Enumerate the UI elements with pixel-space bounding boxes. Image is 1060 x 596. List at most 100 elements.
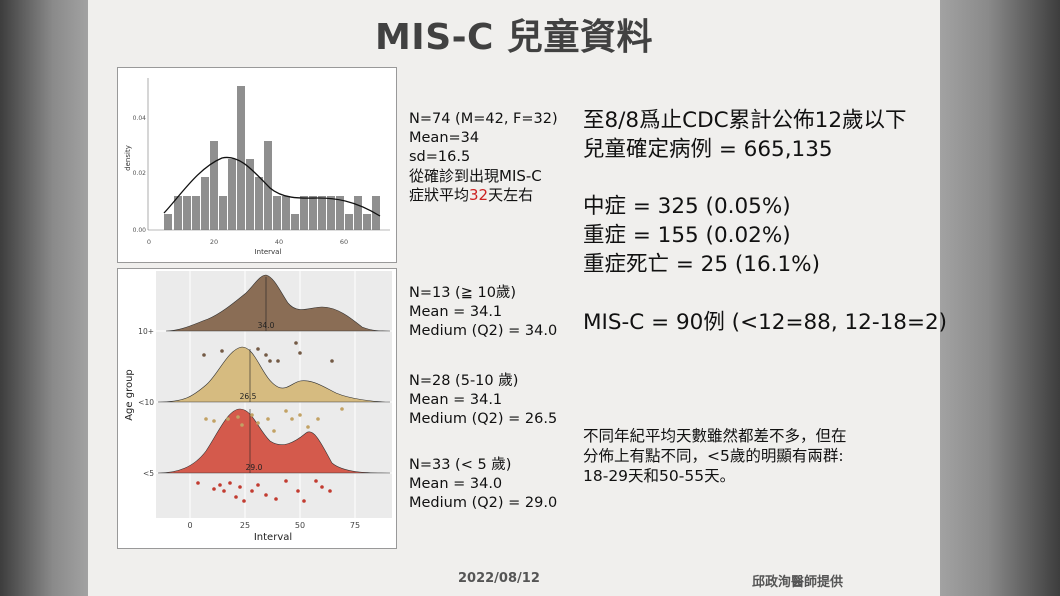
hist-ytick: 0.00 [133,227,147,234]
group-stat-line: Mean = 34.1 [409,304,503,320]
hist-bar [345,214,353,230]
group-stat-line: N=33 (< 5 歲) [409,457,512,473]
hist-bar [174,196,182,230]
hist-xtick: 0 [147,238,151,246]
ridge-ylabel: Age group [124,369,135,421]
hist-bar [210,141,218,230]
ridge-point [316,417,320,421]
ridge-point [202,353,206,357]
hist-bar [309,196,317,230]
ridge-ytick: <10 [138,398,154,407]
ridge-xtick: 50 [295,521,305,530]
ridge-ytick: 10+ [138,327,154,336]
density-curve [163,156,381,217]
highlight-days: 32 [469,186,489,204]
ridge-median-10plus: 34.0 [258,321,275,330]
histogram-chart: 0.04 0.02 0.00 0 20 40 60 Interval densi… [124,78,390,256]
severity-line: 重症死亡 = 25 (16.1%) [583,252,820,277]
hist-stat-line: 從確診到出現MIS-C [409,167,542,185]
slide-credit: 邱政洵醫師提供 [752,575,844,590]
cdc-line: 兒童確定病例 = 665,135 [583,137,833,162]
hist-bar [327,196,335,230]
ridge-median-lt10: 26.5 [240,392,257,401]
ridge-point [238,485,242,489]
histogram-bars [164,86,380,230]
ridge-panel: 29.0 26.5 34.0 10+ <10 <5 0 25 50 75 Int… [117,268,397,549]
hist-bar [282,196,290,230]
ridge-point [242,499,246,503]
hist-xtick: 20 [210,238,218,246]
misc-count: MIS-C = 90例 (<12=88, 12-18=2) [583,310,948,335]
hist-bar [237,86,245,230]
ridge-point [276,359,280,363]
cdc-line: 至8/8爲止CDC累計公佈12歲以下 [583,108,907,133]
hist-bar [201,177,209,230]
group-stats-lt10: N=28 (5-10 歲) Mean = 34.1 Medium (Q2) = … [409,372,557,429]
hist-xtick: 40 [275,238,283,246]
ridge-xtick: 0 [187,521,192,530]
ridge-point [204,417,208,421]
slide: MIS-C 兒童資料 [88,0,947,596]
group-stats-lt5: N=33 (< 5 歲) Mean = 34.0 Medium (Q2) = 2… [409,456,557,513]
ridge-points-lt10 [204,407,344,433]
ridge-point [256,421,260,425]
ridge-xtick: 25 [240,521,250,530]
right-backdrop [940,0,1060,596]
ridge-point [222,489,226,493]
hist-bar [273,196,281,230]
group-stat-line: N=28 (5-10 歲) [409,373,519,389]
hist-stat-line: N=74 (M=42, F=32) [409,111,558,127]
hist-xtick: 60 [340,238,348,246]
hist-stat-line: 症狀平均32天左右 [409,186,534,204]
severity-line: 中症 = 325 (0.05%) [583,194,791,219]
ridge-point [340,407,344,411]
ridge-point [226,417,230,421]
ridge-point [328,489,332,493]
ridge-point [220,349,224,353]
ridge-lt5 [157,408,391,474]
histogram-panel: 0.04 0.02 0.00 0 20 40 60 Interval densi… [117,67,397,263]
ridge-point [302,499,306,503]
left-backdrop [0,0,88,596]
group-stat-line: Medium (Q2) = 26.5 [409,411,558,427]
hist-xlabel: Interval [255,248,282,256]
ridge-xtick: 75 [350,521,360,530]
hist-bar [192,196,200,230]
ridge-point [290,417,294,421]
ridge-point [272,429,276,433]
ridge-point [296,489,300,493]
hist-bar [363,214,371,230]
hist-bar [336,196,344,230]
distribution-note: 不同年紀平均天數雖然都差不多，但在 分佈上有點不同，<5歲的明顯有兩群: 18-… [583,426,847,486]
ridge-point [234,495,238,499]
ridge-point [212,419,216,423]
ridge-points-lt5 [196,479,332,503]
group-stat-line: N=13 (≧ 10歲) [409,285,517,301]
severity-summary: 中症 = 325 (0.05%) 重症 = 155 (0.02%) 重症死亡 =… [583,192,820,279]
hist-bar [291,214,299,230]
note-line: 18-29天和50-55天。 [583,467,736,485]
group-stat-line: Mean = 34.1 [409,392,503,408]
group-stat-line: Medium (Q2) = 34.0 [409,323,558,339]
ridge-point [264,493,268,497]
ridge-point [298,413,302,417]
ridge-ytick: <5 [143,469,154,478]
ridge-point [212,487,216,491]
ridge-point [284,409,288,413]
ridge-point [320,485,324,489]
histogram-stats: N=74 (M=42, F=32) Mean=34 sd=16.5 從確診到出現… [409,110,558,205]
slide-date: 2022/08/12 [458,571,540,586]
hist-bar [183,196,191,230]
ridge-point [268,359,272,363]
ridge-point [306,425,310,429]
ridge-point [264,353,268,357]
ridge-lt10 [157,346,391,403]
ridge-point [256,483,260,487]
hist-bar [164,214,172,230]
ridge-xlabel: Interval [254,532,292,543]
hist-ylabel: density [124,145,132,171]
ridge-median-lt5: 29.0 [246,463,263,472]
note-line: 分佈上有點不同，<5歲的明顯有兩群: [583,447,844,465]
ridge-point [284,479,288,483]
hist-bar [255,177,263,230]
